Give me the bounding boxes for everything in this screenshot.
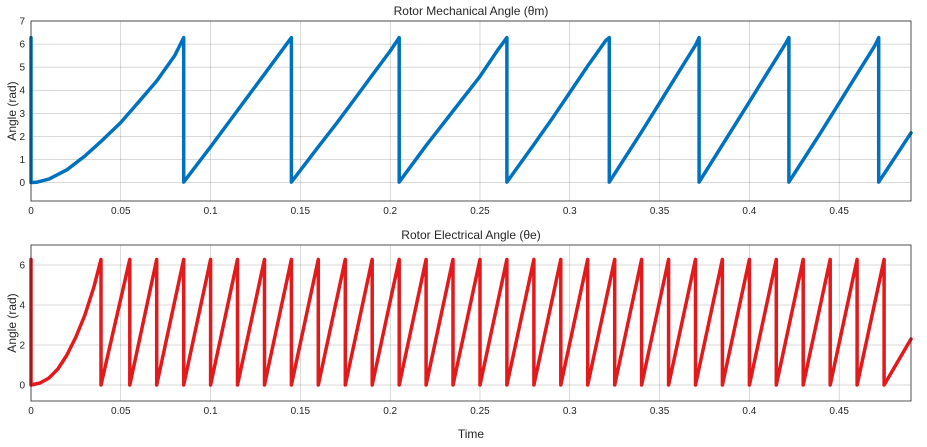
axes-electrical-angle: Rotor Electrical Angle (θe) 0 0.05 0.1 0.15…	[5, 228, 913, 441]
x-tick-label: 0.15	[291, 406, 311, 417]
x-tick-label: 0.4	[742, 406, 756, 417]
x-tick-label: 0.35	[650, 406, 670, 417]
y-axis-label: Angle (rad)	[5, 293, 19, 352]
x-tick-label: 0.05	[111, 206, 131, 217]
chart-title: Rotor Electrical Angle (θe)	[401, 228, 540, 242]
axes-mechanical-angle: Rotor Mechanical Angle (θm) 0 0.05 0.1 0.15…	[5, 4, 913, 218]
tick-labels: 0 0.05 0.1 0.15 0.2 0.25 0.3 0.35 0.4 0.45 0 1 2 3 4 5 6…	[19, 17, 849, 218]
x-tick-label: 0.3	[563, 206, 577, 217]
x-tick-label: 0	[28, 206, 34, 217]
y-tick-label: 6	[19, 40, 25, 51]
y-tick-label: 5	[19, 63, 25, 74]
y-tick-label: 2	[19, 132, 25, 143]
y-tick-label: 0	[19, 381, 25, 392]
y-tick-label: 2	[19, 341, 25, 352]
axes-frame	[30, 244, 912, 402]
y-tick-label: 1	[19, 155, 25, 166]
x-tick-label: 0.25	[470, 406, 490, 417]
x-axis-label: Time	[458, 427, 485, 441]
axes-frame	[30, 20, 912, 202]
y-tick-label: 6	[19, 261, 25, 272]
x-tick-label: 0.45	[829, 206, 849, 217]
grid	[30, 20, 911, 201]
y-tick-label: 4	[19, 86, 25, 97]
x-tick-label: 0.15	[291, 206, 311, 217]
y-tick-label: 7	[19, 17, 25, 28]
x-tick-label: 0.2	[383, 406, 397, 417]
series-line-θm	[29, 35, 913, 185]
x-tick-label: 0	[28, 406, 34, 417]
x-tick-label: 0.45	[829, 406, 849, 417]
y-tick-label: 4	[19, 301, 25, 312]
x-tick-label: 0.1	[204, 406, 218, 417]
x-tick-label: 0.2	[383, 206, 397, 217]
x-tick-label: 0.05	[111, 406, 131, 417]
y-tick-label: 3	[19, 109, 25, 120]
tick-labels: 0 0.05 0.1 0.15 0.2 0.25 0.3 0.35 0.4 0.45 0 2 4 6	[19, 261, 849, 418]
x-tick-label: 0.25	[470, 206, 490, 217]
series-line-θe	[29, 257, 913, 387]
x-tick-label: 0.4	[742, 206, 756, 217]
y-axis-label: Angle (rad)	[5, 81, 19, 140]
series-lines	[29, 257, 913, 387]
y-tick-label: 0	[19, 178, 25, 189]
chart-title: Rotor Mechanical Angle (θm)	[394, 4, 549, 18]
x-tick-label: 0.3	[563, 406, 577, 417]
x-tick-label: 0.1	[204, 206, 218, 217]
series-lines	[29, 35, 913, 185]
x-tick-label: 0.35	[650, 206, 670, 217]
